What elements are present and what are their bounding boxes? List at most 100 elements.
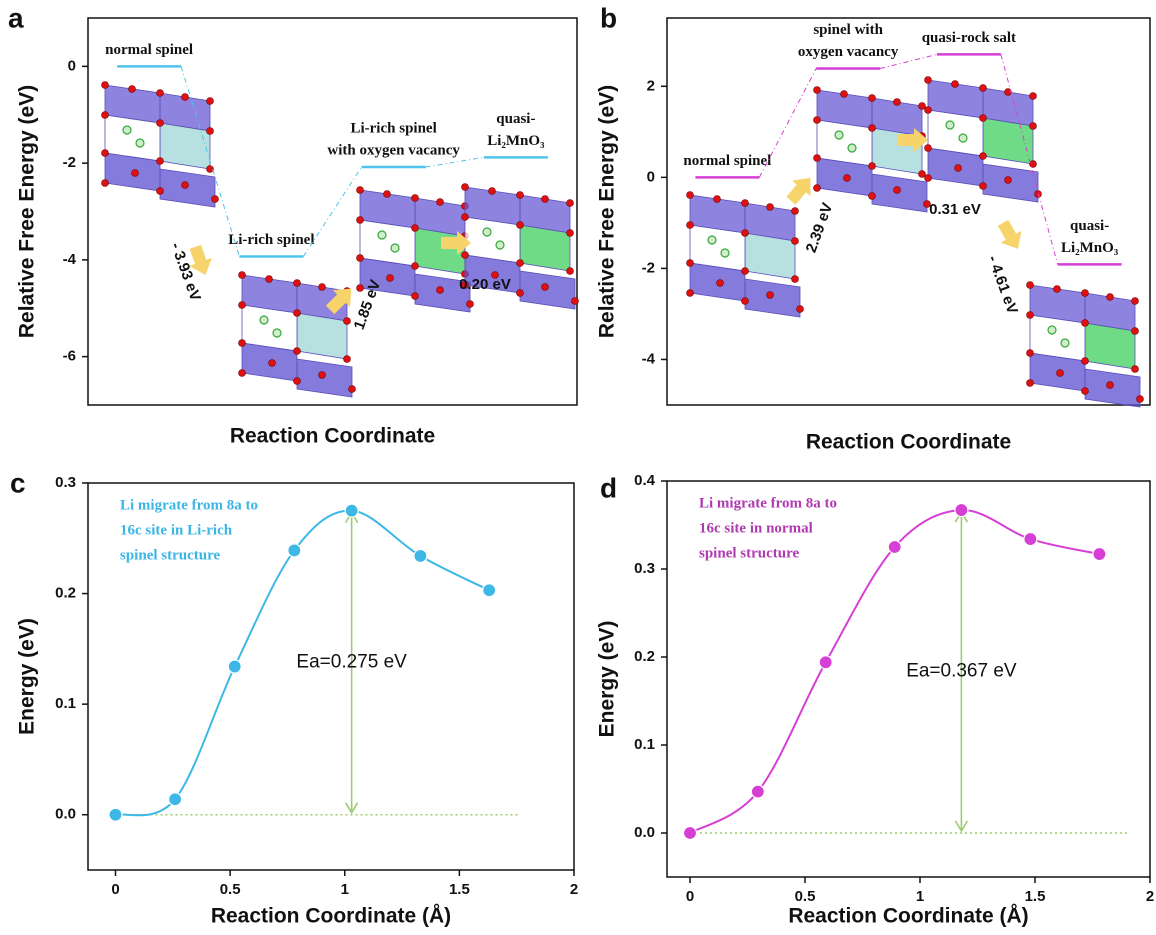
li-atom bbox=[847, 143, 857, 153]
y-tick-label: 0.0 bbox=[634, 824, 655, 841]
oxygen-atom bbox=[796, 305, 804, 313]
li-atom bbox=[945, 120, 955, 130]
oxygen-atom bbox=[571, 297, 579, 305]
oxygen-atom bbox=[954, 164, 962, 172]
crystal-structure bbox=[686, 191, 804, 318]
oxygen-atom bbox=[741, 199, 749, 207]
transition-energy: - 4.61 eV bbox=[984, 253, 1021, 316]
oxygen-atom bbox=[979, 152, 987, 160]
oxygen-atom bbox=[924, 76, 932, 84]
transition-energy: 1.85 eV bbox=[351, 278, 385, 332]
level-connector bbox=[302, 166, 363, 257]
oxygen-atom bbox=[1004, 176, 1012, 184]
oxygen-atom bbox=[101, 149, 109, 157]
data-point bbox=[750, 784, 765, 799]
oxygen-atom bbox=[1026, 379, 1034, 387]
oxygen-atom bbox=[741, 297, 749, 305]
oxygen-atom bbox=[411, 224, 419, 232]
polyhedron bbox=[744, 278, 801, 318]
level-connector bbox=[880, 53, 937, 70]
crystal-structure bbox=[461, 183, 579, 310]
oxygen-atom bbox=[206, 165, 214, 173]
x-axis-label: Reaction Coordinate (Å) bbox=[788, 904, 1028, 928]
oxygen-atom bbox=[318, 283, 326, 291]
y-tick-label: -4 bbox=[642, 350, 656, 367]
annotation: spinel structure bbox=[699, 545, 799, 561]
oxygen-atom bbox=[386, 274, 394, 282]
panel-label: b bbox=[600, 2, 617, 33]
oxygen-atom bbox=[686, 191, 694, 199]
oxygen-atom bbox=[343, 317, 351, 325]
oxygen-atom bbox=[156, 89, 164, 97]
data-point bbox=[887, 539, 902, 555]
li-atom bbox=[1047, 325, 1057, 335]
oxygen-atom bbox=[1026, 349, 1034, 357]
oxygen-atom bbox=[181, 93, 189, 101]
oxygen-atom bbox=[488, 187, 496, 195]
oxygen-atom bbox=[461, 281, 469, 289]
oxygen-atom bbox=[356, 186, 364, 194]
oxygen-atom bbox=[1131, 365, 1139, 373]
x-axis-label: Reaction Coordinate bbox=[806, 431, 1011, 454]
oxygen-atom bbox=[156, 157, 164, 165]
crystal-structure bbox=[813, 86, 931, 213]
oxygen-atom bbox=[979, 182, 987, 190]
oxygen-atom bbox=[923, 200, 931, 208]
reaction-arrow bbox=[441, 231, 471, 255]
y-tick-label: 0.3 bbox=[634, 560, 655, 577]
oxygen-atom bbox=[343, 355, 351, 363]
level-label: Li₂MnO₃ bbox=[487, 133, 545, 149]
oxygen-atom bbox=[356, 254, 364, 262]
oxygen-atom bbox=[211, 195, 219, 203]
data-point bbox=[344, 503, 359, 518]
x-tick-label: 1.5 bbox=[449, 881, 470, 898]
oxygen-atom bbox=[411, 194, 419, 202]
panel-label: d bbox=[600, 472, 617, 503]
oxygen-atom bbox=[1136, 395, 1144, 403]
oxygen-atom bbox=[541, 283, 549, 291]
oxygen-atom bbox=[181, 181, 189, 189]
oxygen-atom bbox=[293, 347, 301, 355]
oxygen-atom bbox=[293, 377, 301, 385]
oxygen-atom bbox=[813, 184, 821, 192]
transition-energy: 0.31 eV bbox=[929, 201, 981, 218]
li-atom bbox=[390, 243, 400, 253]
transition-energy: 2.39 eV bbox=[803, 201, 837, 255]
oxygen-atom bbox=[516, 191, 524, 199]
li-atom bbox=[259, 315, 269, 325]
oxygen-atom bbox=[101, 179, 109, 187]
level-label: normal spinel bbox=[683, 153, 771, 169]
y-axis-label: Energy (eV) bbox=[596, 621, 619, 738]
data-point bbox=[1092, 546, 1107, 562]
polyhedron bbox=[159, 168, 216, 208]
plot-frame bbox=[87, 482, 575, 871]
oxygen-atom bbox=[686, 289, 694, 297]
oxygen-atom bbox=[348, 385, 356, 393]
level-label: Li₂MnO₃ bbox=[1061, 240, 1119, 256]
oxygen-atom bbox=[1029, 92, 1037, 100]
oxygen-atom bbox=[101, 111, 109, 119]
data-point bbox=[413, 548, 428, 564]
oxygen-atom bbox=[924, 144, 932, 152]
y-tick-label: 0.0 bbox=[55, 806, 76, 823]
oxygen-atom bbox=[491, 271, 499, 279]
oxygen-atom bbox=[461, 213, 469, 221]
oxygen-atom bbox=[436, 198, 444, 206]
oxygen-atom bbox=[868, 162, 876, 170]
oxygen-atom bbox=[356, 216, 364, 224]
oxygen-atom bbox=[1106, 381, 1114, 389]
reaction-arrow bbox=[325, 288, 352, 315]
crystal-structure bbox=[101, 81, 219, 208]
polyhedron bbox=[519, 270, 576, 310]
annotation: spinel structure bbox=[120, 547, 220, 563]
annotation: 16c site in Li-rich bbox=[120, 522, 233, 538]
oxygen-atom bbox=[206, 127, 214, 135]
plot-frame bbox=[87, 17, 578, 406]
level-label: quasi-rock salt bbox=[922, 30, 1016, 46]
oxygen-atom bbox=[541, 195, 549, 203]
oxygen-atom bbox=[813, 86, 821, 94]
y-tick-label: 0 bbox=[68, 57, 76, 74]
li-atom bbox=[958, 133, 968, 143]
oxygen-atom bbox=[1081, 387, 1089, 395]
